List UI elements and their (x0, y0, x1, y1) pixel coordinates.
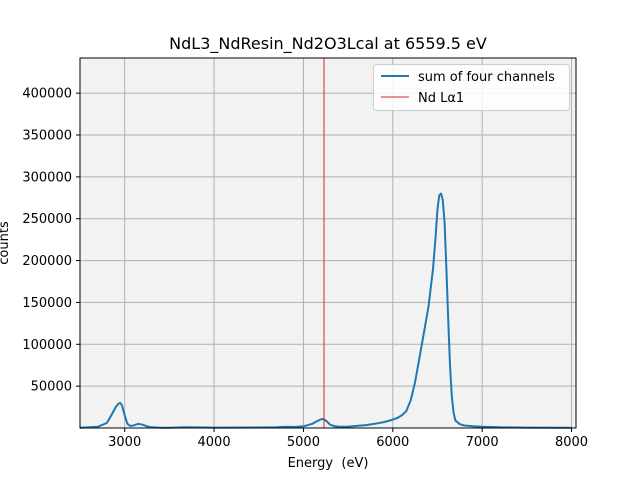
y-tick-label: 350000 (22, 129, 72, 144)
legend-box (373, 64, 570, 111)
y-tick-label: 200000 (22, 254, 72, 269)
series-layer (79, 58, 572, 429)
chart-title: NdL3_NdResin_Nd2O3Lcal at 6559.5 eV (169, 34, 487, 54)
x-tick-label: 8000 (555, 435, 588, 450)
y-axis-label: counts (0, 221, 12, 265)
y-tick-label: 400000 (22, 87, 72, 102)
y-tick-label: 250000 (22, 212, 72, 227)
y-tick-label: 50000 (31, 380, 72, 395)
y-tick-label: 300000 (22, 170, 72, 185)
y-axis: 50000 100000 150000 200000 250000 300000 35000… (22, 87, 80, 395)
x-tick-label: 6000 (376, 435, 409, 450)
y-tick-label: 100000 (22, 338, 72, 353)
legend-label-nd: Nd Lα1 (418, 91, 464, 106)
x-tick-label: 5000 (287, 435, 320, 450)
plot-frame (79, 57, 577, 429)
x-tick-label: 3000 (108, 435, 141, 450)
x-tick-label: 7000 (466, 435, 499, 450)
x-axis: 3000 4000 5000 6000 7000 8000 (108, 428, 588, 450)
legend: sum of four channels Nd Lα1 (373, 64, 570, 111)
plot-background (80, 58, 576, 428)
series-line-sum-of-four-channels (79, 192, 572, 429)
y-tick-label: 150000 (22, 296, 72, 311)
x-axis-label: Energy (eV) (288, 456, 369, 471)
legend-label-sum: sum of four channels (418, 70, 555, 85)
x-tick-label: 4000 (198, 435, 231, 450)
